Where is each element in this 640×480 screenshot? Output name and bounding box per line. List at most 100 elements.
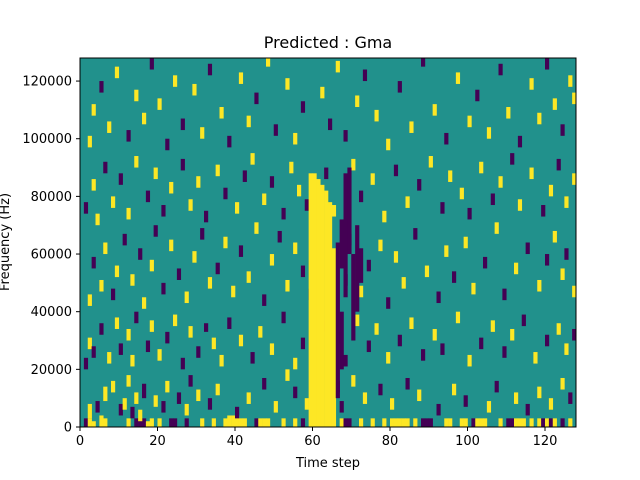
heatmap-cell	[142, 112, 147, 125]
heatmap-cell	[293, 132, 298, 145]
heatmap-cell	[227, 317, 232, 329]
heatmap-cell	[83, 357, 89, 370]
heatmap-cell	[382, 210, 387, 223]
heatmap-cell	[99, 415, 104, 427]
heatmap-cell	[149, 259, 154, 272]
y-axis-label: Frequency (Hz)	[0, 193, 13, 291]
heatmap-cell	[231, 285, 236, 298]
heatmap-cell	[467, 354, 472, 367]
heatmap-cell	[91, 104, 96, 116]
heatmap-cell	[432, 104, 437, 116]
heatmap-cell	[91, 179, 96, 191]
heatmap-cell	[459, 187, 464, 200]
heatmap-cell	[517, 199, 523, 211]
heatmap-cell	[126, 328, 131, 341]
x-tick-label: 20	[149, 434, 166, 449]
heatmap-cell	[134, 89, 139, 102]
heatmap-cell	[444, 418, 449, 427]
heatmap-cell	[184, 403, 189, 416]
heatmap-cell	[269, 176, 275, 188]
heatmap-cell	[409, 121, 414, 133]
heatmap-cell	[382, 418, 387, 427]
heatmap-cell	[401, 418, 406, 427]
x-tick-label: 80	[382, 434, 399, 449]
heatmap-cell	[114, 317, 120, 329]
heatmap-cell	[498, 63, 503, 76]
heatmap-cell	[238, 72, 244, 84]
x-axis-label: Time step	[295, 456, 360, 471]
heatmap-cell	[320, 184, 325, 427]
heatmap-cell	[483, 418, 488, 427]
heatmap-cell	[362, 392, 368, 404]
heatmap-cell	[409, 317, 414, 329]
y-tick-label: 20000	[31, 363, 72, 378]
heatmap-cell	[514, 262, 519, 275]
heatmap-cell	[200, 418, 205, 427]
heatmap-cell	[502, 346, 507, 358]
heatmap-cell	[184, 291, 189, 304]
heatmap-cell	[122, 398, 127, 410]
heatmap-cell	[180, 357, 185, 370]
heatmap-cell	[525, 403, 530, 416]
heatmap-cell	[107, 121, 112, 133]
heatmap-cell	[436, 291, 441, 304]
heatmap-cell	[134, 418, 139, 427]
heatmap-cell	[440, 343, 445, 355]
heatmap-cell	[452, 271, 457, 283]
heatmap-cell	[533, 352, 538, 364]
heatmap-cell	[405, 377, 410, 390]
heatmap-cell	[266, 418, 271, 427]
heatmap-cell	[448, 170, 453, 182]
heatmap-cell	[142, 418, 147, 427]
heatmap-cell	[188, 199, 193, 211]
heatmap-cell	[103, 242, 108, 255]
heatmap-cell	[475, 418, 480, 427]
heatmap-cell	[165, 380, 170, 393]
heatmap-cell	[347, 167, 352, 255]
heatmap-cell	[529, 78, 534, 90]
heatmap-cell	[560, 268, 565, 280]
heatmap-cell	[223, 187, 228, 200]
heatmap-cell	[293, 418, 298, 427]
heatmap-cell	[219, 354, 224, 367]
heatmap-cell	[227, 135, 232, 148]
heatmap-cell	[471, 418, 476, 427]
heatmap-cell	[514, 392, 519, 404]
heatmap-cell	[246, 392, 251, 404]
heatmap-cell	[386, 352, 391, 364]
heatmap-cell	[370, 173, 375, 185]
heatmap-cell	[312, 173, 317, 427]
heatmap-cell	[258, 326, 263, 338]
heatmap-cell	[126, 130, 131, 142]
heatmap-cell	[374, 109, 379, 122]
heatmap-cell	[463, 236, 468, 249]
heatmap-cell	[215, 164, 220, 177]
heatmap-cell	[339, 219, 344, 269]
heatmap-cell	[204, 210, 209, 223]
y-tick-label: 60000	[31, 248, 72, 263]
heatmap-cell	[180, 118, 185, 131]
heatmap-cell	[111, 288, 116, 301]
heatmap-cell	[122, 233, 127, 246]
heatmap-cell	[390, 418, 395, 427]
heatmap-cell	[103, 161, 108, 174]
heatmap-cell	[99, 81, 104, 93]
heatmap-cell	[138, 248, 143, 260]
heatmap-cell	[273, 401, 278, 413]
heatmap-cell	[328, 118, 333, 131]
heatmap-cell	[293, 357, 298, 370]
heatmap-cell	[320, 86, 325, 99]
heatmap-cell	[149, 58, 154, 70]
heatmap-cell	[413, 418, 418, 427]
heatmap-cell	[545, 418, 550, 427]
heatmap-cell	[343, 418, 348, 427]
heatmap-cell	[572, 173, 577, 185]
heatmap-cell	[95, 213, 100, 226]
heatmap-cell	[479, 337, 484, 350]
heatmap-cell	[126, 418, 131, 427]
y-tick-label: 120000	[22, 75, 72, 90]
heatmap-cell	[568, 418, 573, 427]
heatmap-cell	[196, 389, 201, 402]
heatmap-cell	[188, 375, 193, 387]
heatmap-cell	[304, 398, 309, 410]
